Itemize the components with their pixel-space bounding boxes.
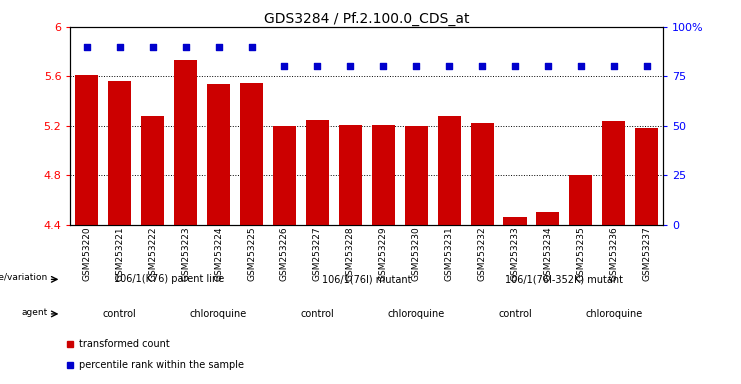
Point <box>608 63 619 70</box>
Bar <box>503 217 527 384</box>
Bar <box>405 126 428 384</box>
Text: control: control <box>103 309 136 319</box>
Point <box>213 44 225 50</box>
Text: 106/1(76I-352K) mutant: 106/1(76I-352K) mutant <box>505 274 623 285</box>
Text: chloroquine: chloroquine <box>190 309 247 319</box>
Point <box>575 63 587 70</box>
Bar <box>602 121 625 384</box>
Point <box>542 63 554 70</box>
Text: transformed count: transformed count <box>79 339 170 349</box>
Bar <box>240 83 263 384</box>
Bar <box>536 212 559 384</box>
Point <box>345 63 356 70</box>
Point <box>81 44 93 50</box>
Point <box>377 63 389 70</box>
Point <box>147 44 159 50</box>
Bar <box>471 123 494 384</box>
Point <box>279 63 290 70</box>
Bar <box>569 175 592 384</box>
Bar <box>207 84 230 384</box>
Text: 106/1(K76) parent line: 106/1(K76) parent line <box>114 274 225 285</box>
Point <box>411 63 422 70</box>
Bar <box>372 124 395 384</box>
Bar <box>273 126 296 384</box>
Point <box>641 63 653 70</box>
Bar <box>339 124 362 384</box>
Bar <box>306 119 329 384</box>
Point <box>476 63 488 70</box>
Text: chloroquine: chloroquine <box>388 309 445 319</box>
Bar <box>76 75 99 384</box>
Text: control: control <box>301 309 334 319</box>
Text: control: control <box>498 309 532 319</box>
Title: GDS3284 / Pf.2.100.0_CDS_at: GDS3284 / Pf.2.100.0_CDS_at <box>264 12 470 26</box>
Point <box>245 44 257 50</box>
Bar <box>142 116 165 384</box>
Text: genotype/variation: genotype/variation <box>0 273 48 282</box>
Text: percentile rank within the sample: percentile rank within the sample <box>79 360 245 370</box>
Point <box>180 44 192 50</box>
Text: chloroquine: chloroquine <box>585 309 642 319</box>
Bar <box>635 128 658 384</box>
Text: agent: agent <box>21 308 48 317</box>
Bar <box>174 60 197 384</box>
Text: 106/1(76I) mutant: 106/1(76I) mutant <box>322 274 411 285</box>
Point <box>114 44 126 50</box>
Bar <box>108 81 131 384</box>
Point <box>311 63 323 70</box>
Point <box>509 63 521 70</box>
Point <box>443 63 455 70</box>
Bar <box>438 116 461 384</box>
